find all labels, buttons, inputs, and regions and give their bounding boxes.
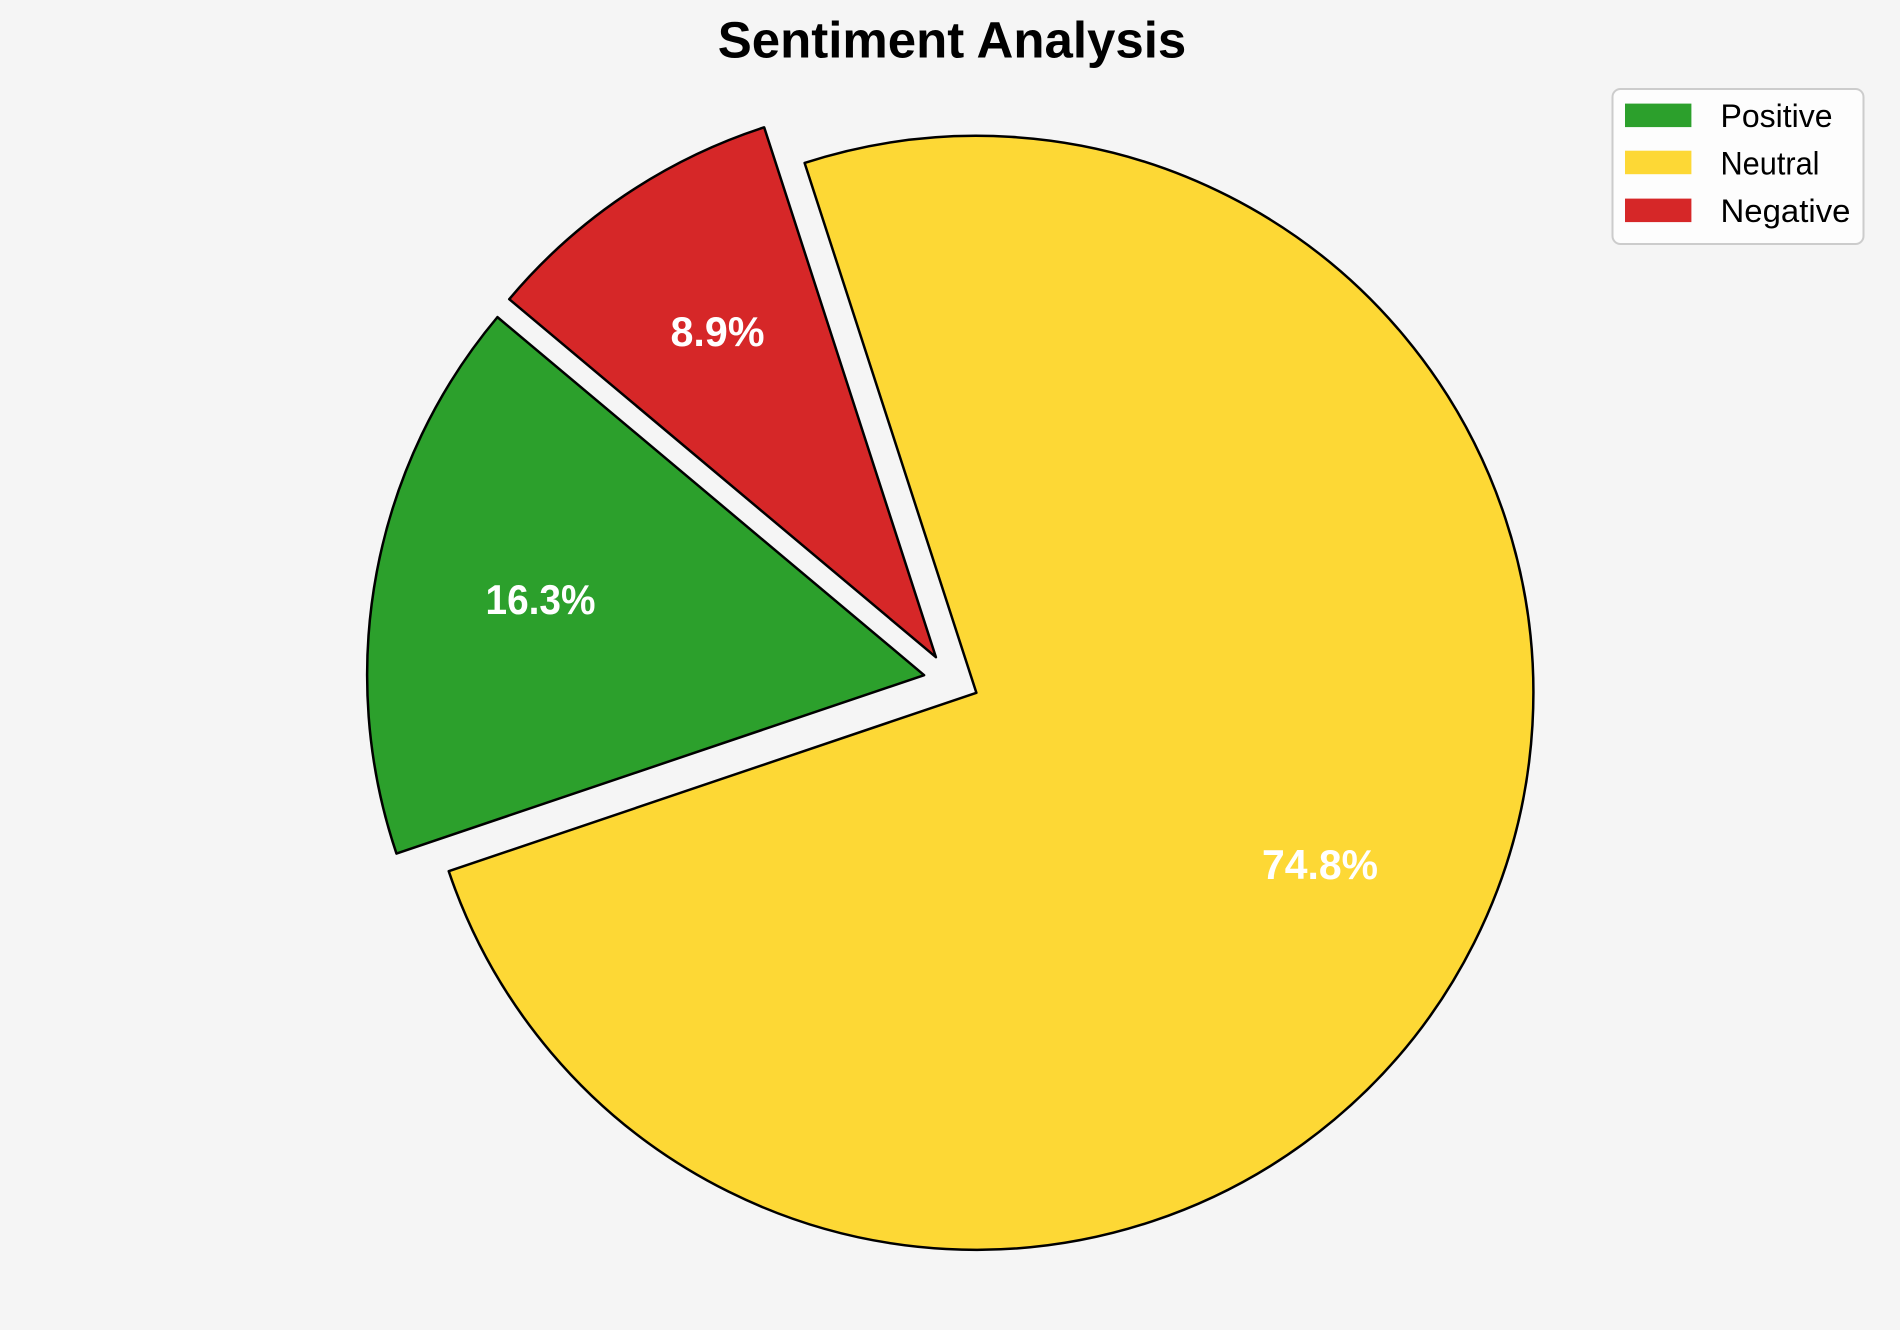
svg-text:8.9%: 8.9% — [671, 308, 765, 355]
svg-text:74.8%: 74.8% — [1262, 841, 1378, 888]
svg-text:16.3%: 16.3% — [486, 576, 596, 623]
svg-text:Neutral: Neutral — [1721, 145, 1820, 181]
svg-text:Positive: Positive — [1721, 98, 1833, 134]
svg-text:Negative: Negative — [1721, 193, 1851, 229]
svg-text:Sentiment Analysis: Sentiment Analysis — [718, 12, 1187, 69]
